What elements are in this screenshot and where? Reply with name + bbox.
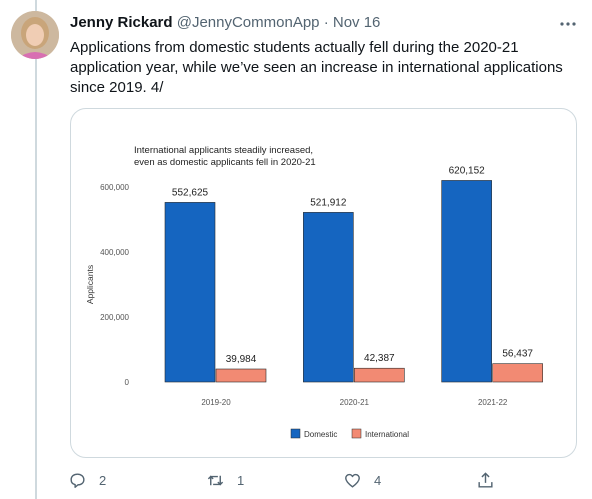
x-tick-label: 2020-21 <box>340 398 370 407</box>
like-icon <box>345 473 360 488</box>
bar-domestic-2019-20 <box>164 202 216 383</box>
x-tick-label: 2021-22 <box>478 398 508 407</box>
chart-title: International applicants steadily increa… <box>134 145 316 168</box>
retweet-count: 1 <box>237 472 245 488</box>
avatar-image <box>11 11 59 59</box>
y-tick-label: 400,000 <box>100 248 129 257</box>
reply-count: 2 <box>99 472 107 488</box>
chart-image-card[interactable]: International applicants steadily increa… <box>70 108 577 458</box>
bar-value-label: 56,437 <box>502 349 533 360</box>
x-tick-label: 2019-20 <box>201 398 231 407</box>
chart-legend: Domestic International <box>290 428 409 439</box>
author-name[interactable]: Jenny Rickard <box>70 14 173 31</box>
tweet-text: Applications from domestic students actu… <box>70 39 563 96</box>
bar-value-label: 521,912 <box>310 197 347 208</box>
author-handle[interactable]: @JennyCommonApp <box>176 14 320 31</box>
legend-swatch-international <box>351 428 362 439</box>
bar-international-2020-21 <box>354 367 405 383</box>
bar-value-label: 39,984 <box>226 354 257 365</box>
legend-swatch-domestic <box>290 428 301 439</box>
y-tick-label: 600,000 <box>100 183 129 192</box>
legend-label-international: International <box>365 430 409 439</box>
bar-chart: International applicants steadily increa… <box>85 145 543 439</box>
like-button[interactable]: 4 <box>343 466 381 494</box>
y-tick-label: 200,000 <box>100 313 129 322</box>
legend-label-domestic: Domestic <box>304 430 337 439</box>
more-button[interactable] <box>558 14 578 34</box>
retweet-button[interactable]: 1 <box>206 466 244 494</box>
more-icon <box>560 22 576 26</box>
bar-value-label: 620,152 <box>449 165 486 176</box>
share-button[interactable] <box>476 466 495 494</box>
y-tick-label: 0 <box>125 378 130 387</box>
tweet-header: Jenny Rickard @JennyCommonApp · Nov 16 <box>70 13 562 33</box>
bar-domestic-2021-22 <box>441 180 492 383</box>
chart-title-line: International applicants steadily increa… <box>134 145 313 156</box>
share-icon <box>478 471 493 488</box>
bar-international-2021-22 <box>492 363 543 383</box>
bar-value-label: 42,387 <box>364 353 395 364</box>
retweet-icon <box>207 475 224 485</box>
tweet-date[interactable]: Nov 16 <box>332 14 381 31</box>
like-count: 4 <box>374 472 382 488</box>
y-axis-label: Applicants <box>85 265 95 304</box>
avatar[interactable] <box>11 11 59 59</box>
meta-separator: · <box>323 14 329 31</box>
reply-icon <box>70 472 85 488</box>
bar-international-2019-20 <box>215 368 267 383</box>
thread-line <box>35 0 37 499</box>
reply-button[interactable]: 2 <box>68 466 106 494</box>
chart-title-line: even as domestic applicants fell in 2020… <box>134 157 316 168</box>
bar-domestic-2020-21 <box>303 212 354 383</box>
tweet-actions: 2 1 4 <box>68 466 508 494</box>
bar-value-label: 552,625 <box>172 187 209 198</box>
